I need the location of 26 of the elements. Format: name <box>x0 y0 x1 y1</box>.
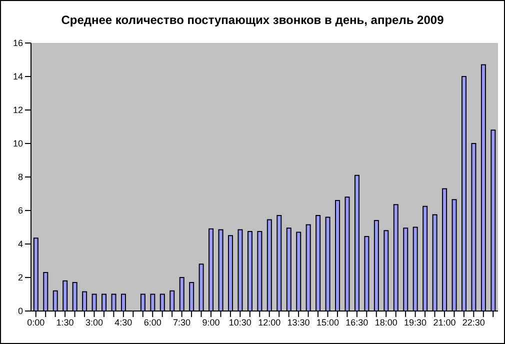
y-tick-label: 0 <box>18 306 23 316</box>
x-tick-label: 13:30 <box>287 317 310 328</box>
x-tick-label: 4:30 <box>114 317 132 328</box>
x-tick-label: 7:30 <box>173 317 191 328</box>
y-tick-label: 12 <box>12 105 23 116</box>
x-tick-label: 0:00 <box>27 317 45 328</box>
x-tick-label: 6:00 <box>144 317 162 328</box>
y-tick-label: 6 <box>18 206 23 216</box>
x-tick-label: 12:00 <box>258 317 281 328</box>
x-tick-label: 10:30 <box>228 317 252 328</box>
y-tick-label: 4 <box>18 239 23 250</box>
y-tick-label: 16 <box>12 38 23 48</box>
y-tick-label: 2 <box>18 272 23 283</box>
chart-title: Среднее количество поступающих звонков в день, апрель 2009 <box>60 13 445 29</box>
x-tick-label: 18:00 <box>374 317 398 328</box>
x-tick-label: 3:00 <box>85 317 104 328</box>
x-tick-label: 16:30 <box>346 317 368 328</box>
y-tick-label: 8 <box>18 172 23 182</box>
y-tick-label: 14 <box>12 72 23 82</box>
x-tick-label: 9:00 <box>202 317 220 328</box>
x-tick-label: 22:30 <box>462 317 485 328</box>
x-tick-label: 15:00 <box>316 317 340 328</box>
y-tick-label: 10 <box>12 138 23 149</box>
x-tick-label: 19:30 <box>404 317 427 328</box>
x-tick-label: 21:00 <box>433 317 456 328</box>
x-tick-label: 1:30 <box>56 317 74 328</box>
